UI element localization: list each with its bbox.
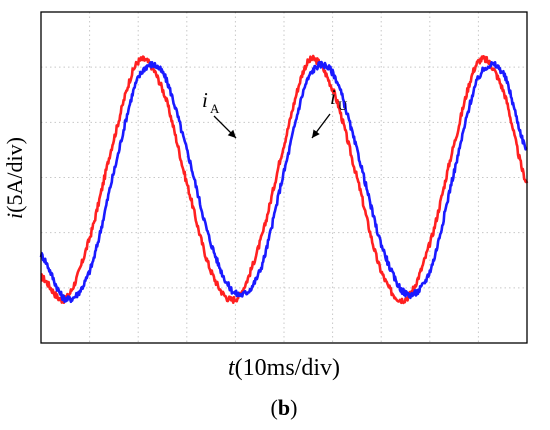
label-iu: i U: [330, 85, 348, 113]
series-line-iu: [39, 60, 528, 304]
x-axis-unit: (10ms/div): [235, 355, 340, 381]
y-axis-var: i: [2, 213, 27, 219]
arrow-iu: [311, 113, 331, 139]
y-axis-unit: (5A/div): [2, 137, 27, 213]
caption-letter: b: [278, 395, 290, 420]
plot-frame: [40, 11, 528, 344]
y-axis-label: i(5A/div): [2, 137, 27, 219]
label-iu-main: i: [330, 85, 336, 109]
x-axis-var: t: [228, 355, 236, 381]
label-ia-main: i: [202, 88, 208, 112]
svg-text:i(5A/div): i(5A/div): [2, 137, 27, 219]
arrow-ia: [213, 115, 237, 139]
series-line-ia: [40, 54, 529, 305]
label-ia: i A: [202, 88, 220, 116]
label-ia-sub: A: [210, 101, 220, 116]
x-axis-label: t(10ms/div): [228, 355, 340, 381]
figure-caption: (b): [271, 395, 298, 420]
label-iu-sub: U: [338, 98, 348, 113]
traces: [39, 54, 529, 305]
